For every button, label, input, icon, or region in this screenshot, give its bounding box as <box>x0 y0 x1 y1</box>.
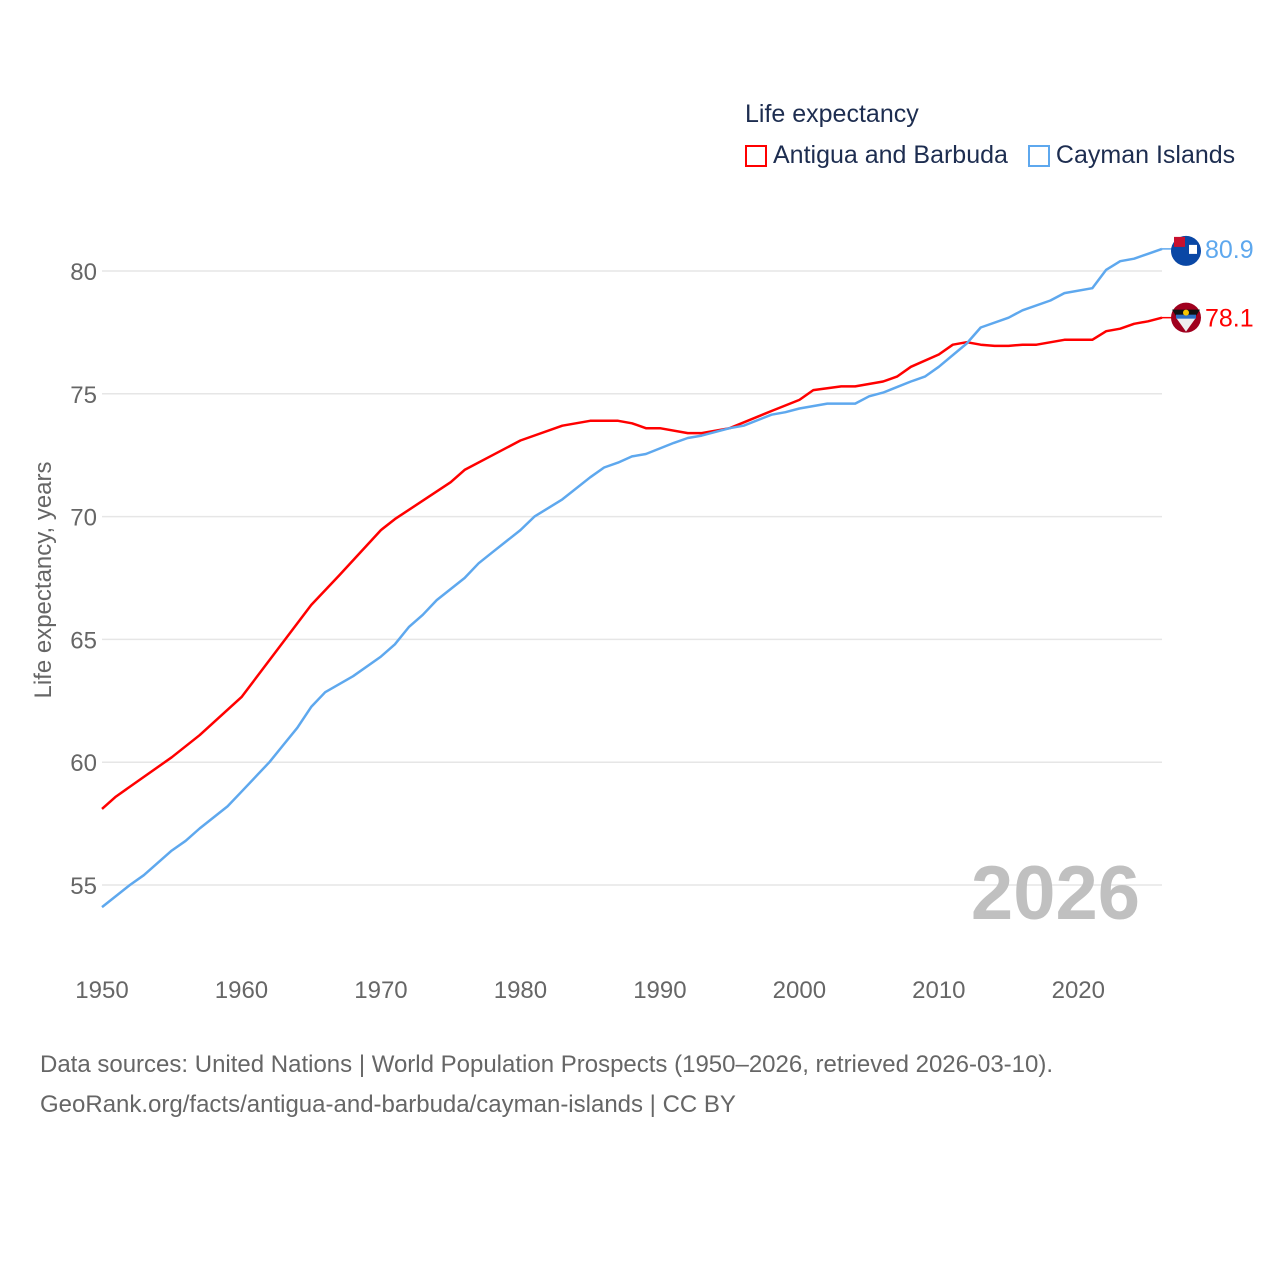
flag-detail <box>1174 236 1185 247</box>
x-tick-label: 1980 <box>494 977 547 1004</box>
legend-title: Life expectancy <box>745 100 919 128</box>
legend-swatch <box>1027 144 1050 167</box>
x-tick-label: 2020 <box>1052 977 1105 1004</box>
y-axis-label: Life expectancy, years <box>30 461 57 698</box>
line-chart: 55 60 65 70 75 80 1950 1960 1970 1980 1990 2000 201… <box>30 235 1254 1004</box>
flag-detail <box>1189 244 1197 254</box>
end-value-label: 80.9 <box>1205 236 1254 264</box>
series-line-0 <box>101 316 1163 810</box>
sources-link[interactable]: GeoRank.org/facts/antigua-and-barbuda/ca… <box>40 1091 736 1118</box>
legend-item-cayman[interactable]: Cayman Islands <box>1027 141 1236 170</box>
x-tick-label: 2010 <box>912 977 965 1004</box>
x-tick-label: 1950 <box>75 977 128 1004</box>
x-tick-label: 1990 <box>633 977 686 1004</box>
flag-detail <box>1183 309 1189 316</box>
legend: Life expectancy Antigua and Barbuda Caym… <box>745 100 1235 170</box>
y-tick-label: 65 <box>70 627 97 654</box>
data-sources: Data sources: United Nations | World Pop… <box>40 1045 1053 1125</box>
x-tick-label: 1960 <box>215 977 268 1004</box>
y-tick-label: 55 <box>70 873 97 900</box>
flag-detail <box>1176 314 1196 319</box>
legend-item-antigua[interactable]: Antigua and Barbuda <box>745 141 1008 170</box>
y-tick-label: 60 <box>70 750 97 777</box>
y-tick-label: 75 <box>70 382 97 409</box>
sources-line: Data sources: United Nations | World Pop… <box>40 1051 1054 1078</box>
y-tick-label: 80 <box>70 259 97 286</box>
series-line-1 <box>101 247 1163 909</box>
x-tick-label: 2000 <box>773 977 826 1004</box>
x-tick-label: 1970 <box>354 977 407 1004</box>
year-label: 2026 <box>970 851 1140 936</box>
end-value-label: 78.1 <box>1205 305 1254 333</box>
y-tick-label: 70 <box>70 505 97 532</box>
legend-swatch <box>745 144 767 167</box>
legend-label: Cayman Islands <box>1055 141 1236 169</box>
legend-label: Antigua and Barbuda <box>773 141 1008 169</box>
flag-detail <box>1176 317 1196 332</box>
